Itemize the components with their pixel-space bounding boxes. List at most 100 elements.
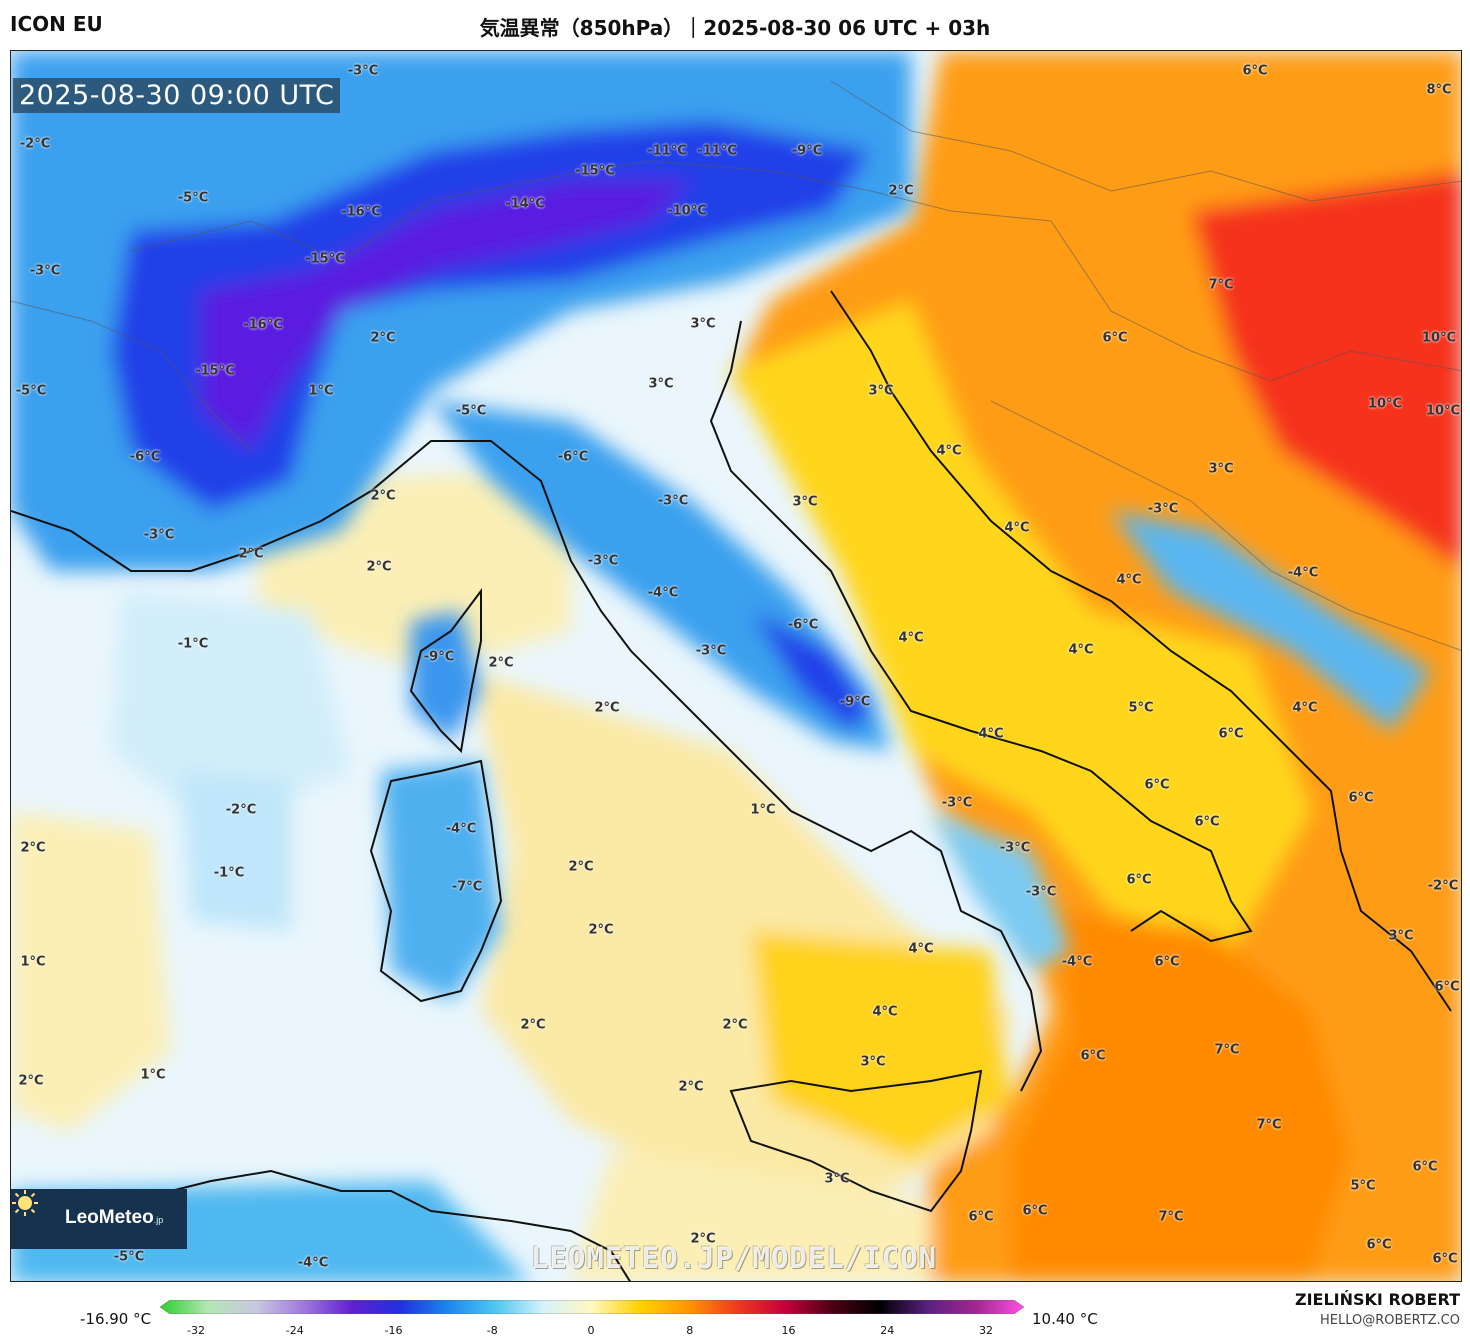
- coastline-africa: [11, 1169, 631, 1281]
- temperature-label: -9°C: [423, 649, 455, 665]
- temperature-label: -5°C: [455, 403, 487, 419]
- temperature-label: -4°C: [1287, 565, 1319, 581]
- coastline-sicily: [729, 1069, 983, 1213]
- temperature-label: -11°C: [697, 143, 737, 159]
- coastline-adriatic-west: [709, 320, 1253, 943]
- cool-field-corsica: [411, 611, 481, 741]
- temperature-label: 6°C: [1434, 979, 1460, 995]
- cold-field-alps: [111, 121, 871, 511]
- colorbar: -16.90 °C 10.40 °C -32 -24 -16 -8 0 8 16 24 32: [0, 1290, 1470, 1338]
- cool-field-balkans: [1111, 511, 1431, 731]
- temperature-label: 2°C: [370, 330, 396, 346]
- border-central: [830, 80, 1461, 202]
- border-west: [11, 300, 252, 452]
- temperature-label: -15°C: [305, 251, 345, 267]
- temperature-label: 2°C: [722, 1017, 748, 1033]
- temperature-label: -7°C: [451, 879, 483, 895]
- slight-cool-field-sw: [181, 771, 291, 931]
- temperature-label: 4°C: [936, 443, 962, 459]
- temperature-label: -4°C: [297, 1255, 329, 1271]
- temperature-label: 6°C: [1432, 1251, 1458, 1267]
- temperature-label: 4°C: [978, 726, 1004, 742]
- temperature-label: 6°C: [1080, 1048, 1106, 1064]
- colorbar-tick: -16: [384, 1324, 403, 1337]
- sun-icon: [12, 1190, 38, 1216]
- cool-field-calabria: [931, 811, 1071, 971]
- temperature-label: 5°C: [1128, 700, 1154, 716]
- temperature-label: -3°C: [657, 493, 689, 509]
- temperature-label: -1°C: [213, 865, 245, 881]
- cold-field-apennines: [751, 611, 871, 731]
- temperature-label: 3°C: [1388, 928, 1414, 944]
- chart-title: 気温異常（850hPa）｜2025-08-30 06 UTC + 03h: [479, 16, 991, 40]
- temperature-label: -6°C: [787, 617, 819, 633]
- temperature-label: -3°C: [347, 63, 379, 79]
- temperature-label: -3°C: [695, 643, 727, 659]
- temperature-label: 6°C: [1218, 726, 1244, 742]
- temperature-label: 2°C: [370, 488, 396, 504]
- author-email: HELLO@ROBERTZ.CO: [1319, 1313, 1460, 1328]
- temperature-label: 1°C: [750, 802, 776, 818]
- temperature-label: 8°C: [1426, 82, 1452, 98]
- temperature-label: -11°C: [647, 143, 687, 159]
- colorbar-tick: 8: [686, 1324, 694, 1337]
- temperature-label: 6°C: [1242, 63, 1268, 79]
- hot-field-east: [1191, 171, 1461, 570]
- temperature-label: 6°C: [1022, 1203, 1048, 1219]
- temperature-label: -3°C: [587, 553, 619, 569]
- temperature-label: 2°C: [18, 1073, 44, 1089]
- temperature-label: 4°C: [1004, 520, 1030, 536]
- temperature-label: 1°C: [308, 383, 334, 399]
- warm-field-ionian: [1011, 911, 1351, 1281]
- temperature-label: 2°C: [678, 1079, 704, 1095]
- temperature-label: 2°C: [488, 655, 514, 671]
- temperature-label: -16°C: [341, 204, 381, 220]
- temperature-label: -3°C: [1147, 501, 1179, 517]
- temperature-label: 1°C: [140, 1067, 166, 1083]
- temperature-label: -4°C: [445, 821, 477, 837]
- temperature-label: 3°C: [860, 1054, 886, 1070]
- temperature-label: 10°C: [1367, 396, 1403, 412]
- temperature-label: -5°C: [113, 1249, 145, 1265]
- temperature-label: 7°C: [1158, 1209, 1184, 1225]
- temperature-label: 6°C: [1348, 790, 1374, 806]
- coastline-italy-north: [190, 440, 1043, 1092]
- map-canvas: [11, 51, 1461, 1281]
- cool-field-sardinia: [381, 761, 501, 1001]
- temperature-label: 4°C: [1116, 572, 1142, 588]
- temperature-label: -3°C: [999, 840, 1031, 856]
- temperature-label: -2°C: [225, 802, 257, 818]
- temperature-label: -9°C: [791, 143, 823, 159]
- temperature-label: -2°C: [1427, 878, 1459, 894]
- temperature-label: 2°C: [594, 700, 620, 716]
- temperature-label: -4°C: [1061, 954, 1093, 970]
- warm-field-sicily-sea: [571, 1151, 931, 1281]
- temperature-label: -4°C: [647, 585, 679, 601]
- temperature-label: 2°C: [520, 1017, 546, 1033]
- temperature-label: -3°C: [143, 527, 175, 543]
- warm-field-sw: [11, 811, 171, 1131]
- colorbar-tick: 32: [979, 1324, 993, 1337]
- temperature-label: -2°C: [19, 136, 51, 152]
- very-cold-field-alps: [201, 181, 691, 451]
- temperature-label: -15°C: [575, 163, 615, 179]
- temperature-label: 6°C: [1366, 1237, 1392, 1253]
- temperature-label: 4°C: [898, 630, 924, 646]
- temperature-label: 2°C: [20, 840, 46, 856]
- colorbar-max-label: 10.40 °C: [1032, 1310, 1098, 1328]
- temperature-label: -6°C: [129, 449, 161, 465]
- temperature-label: 7°C: [1208, 277, 1234, 293]
- colorbar-tick: 0: [587, 1324, 595, 1337]
- temperature-label: 2°C: [238, 546, 264, 562]
- temperature-label: -5°C: [177, 190, 209, 206]
- temperature-label: 3°C: [868, 383, 894, 399]
- temperature-label: 6°C: [968, 1209, 994, 1225]
- temperature-label: -1°C: [177, 636, 209, 652]
- temperature-label: 1°C: [20, 954, 46, 970]
- temperature-label: 2°C: [568, 859, 594, 875]
- temperature-label: 7°C: [1214, 1042, 1240, 1058]
- temperature-label: 10°C: [1425, 403, 1461, 419]
- border-east: [1050, 220, 1461, 382]
- temperature-label: 5°C: [1350, 1178, 1376, 1194]
- temperature-label: 3°C: [824, 1171, 850, 1187]
